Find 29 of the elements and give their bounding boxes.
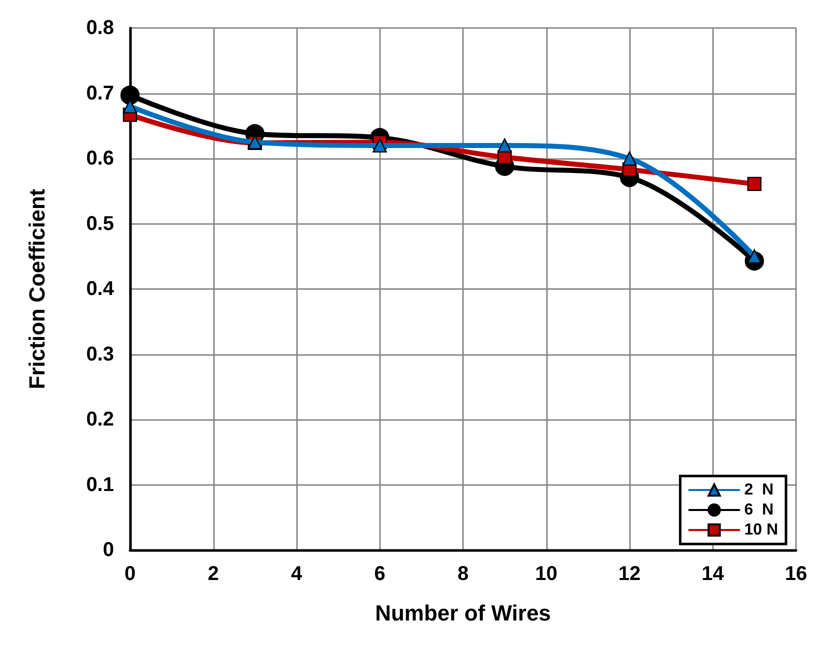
x-tick-label: 12: [618, 563, 641, 585]
y-tick-label: 0: [102, 539, 114, 561]
point: [120, 86, 140, 105]
x-tick-label: 6: [374, 563, 386, 585]
x-axis-title: Number of Wires: [375, 600, 551, 626]
x-tick-label: 2: [208, 563, 219, 585]
y-tick-label: 0.8: [86, 17, 114, 39]
y-tick-label: 0.1: [86, 474, 114, 496]
y-tick-label: 0.7: [86, 82, 114, 104]
point: [622, 151, 637, 166]
point: [372, 138, 387, 153]
x-tick-label: 10: [535, 563, 558, 585]
y-tick-label: 0.2: [86, 408, 114, 430]
x-tick-label: 14: [702, 563, 725, 585]
legend-label: 10 N: [744, 522, 778, 538]
point: [122, 99, 138, 114]
x-tick-label: 8: [457, 563, 469, 585]
x-tick-label: 16: [784, 563, 808, 585]
legend-label: 6 N: [744, 502, 774, 518]
x-tick-label: 0: [124, 563, 136, 585]
point: [747, 176, 762, 192]
y-tick-label: 0.3: [86, 343, 114, 366]
point: [498, 138, 512, 153]
legend-label: 2 N: [744, 482, 774, 498]
y-tick-label: 0.5: [86, 212, 114, 235]
x-tick-label: 4: [290, 563, 303, 585]
y-tick-label: 0.4: [86, 278, 115, 300]
y-axis-title: Friction Coefficient: [24, 188, 50, 390]
y-tick-label: 0.6: [86, 148, 114, 170]
